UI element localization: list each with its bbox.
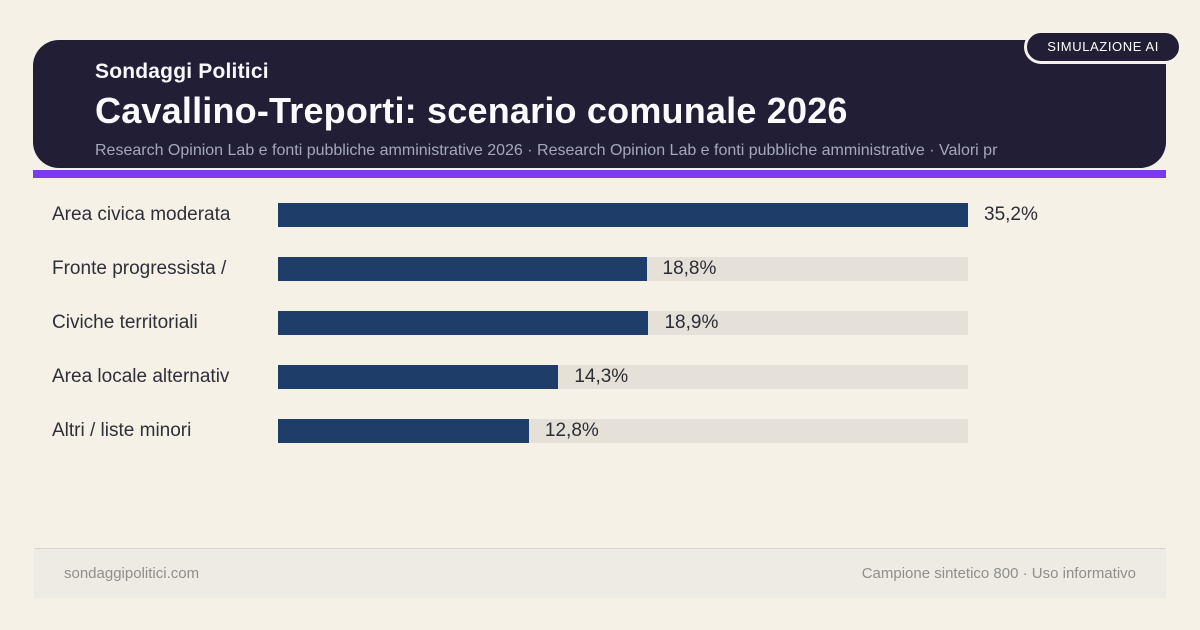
bar-track: 35,2% — [278, 203, 1038, 227]
bar-label: Altri / liste minori — [52, 420, 192, 441]
bar-value: 18,8% — [662, 258, 717, 279]
bar-label: Fronte progressista / — [52, 258, 227, 279]
accent-bar — [33, 170, 1166, 178]
site-name: Sondaggi Politici — [95, 60, 269, 83]
page-title: Cavallino-Treporti: scenario comunale 20… — [95, 90, 848, 131]
bar — [278, 257, 647, 281]
bar — [278, 203, 968, 227]
footer-note: Campione sintetico 800 · Uso informativo — [861, 565, 1136, 582]
bar-value: 14,3% — [574, 366, 629, 387]
bar-value: 12,8% — [544, 420, 599, 441]
bar-row: Area locale alternativ 14,3% — [0, 365, 1200, 389]
bar-track: 14,3% — [278, 365, 968, 389]
bar-label: Civiche territoriali — [52, 312, 198, 333]
bar-value: 35,2% — [984, 204, 1038, 225]
footer-site: sondaggipolitici.com — [64, 565, 200, 582]
bar-label: Area locale alternativ — [52, 366, 230, 387]
bar-row: Fronte progressista / 18,8% — [0, 257, 1200, 281]
bar-row: Area civica moderata 35,2% — [0, 203, 1200, 227]
header: Sondaggi Politici Cavallino-Treporti: sc… — [33, 40, 1166, 168]
bar-label: Area civica moderata — [52, 204, 231, 225]
bar-row: Altri / liste minori 12,8% — [0, 419, 1200, 443]
bar-track: 18,9% — [278, 311, 968, 335]
bar-chart: Area civica moderata 35,2% Fronte progress… — [0, 203, 1200, 473]
bar-row: Civiche territoriali 18,9% — [0, 311, 1200, 335]
bar-track: 18,8% — [278, 257, 968, 281]
bar-value: 18,9% — [664, 312, 719, 333]
bar — [278, 365, 559, 389]
simulation-badge: SIMULAZIONE AI — [1024, 30, 1182, 64]
footer: sondaggipolitici.com Campione sintetico … — [34, 548, 1166, 598]
header-subtitle: Research Opinion Lab e fonti pubbliche a… — [95, 142, 998, 159]
bar — [278, 311, 649, 335]
bar-track: 12,8% — [278, 419, 968, 443]
bar — [278, 419, 529, 443]
